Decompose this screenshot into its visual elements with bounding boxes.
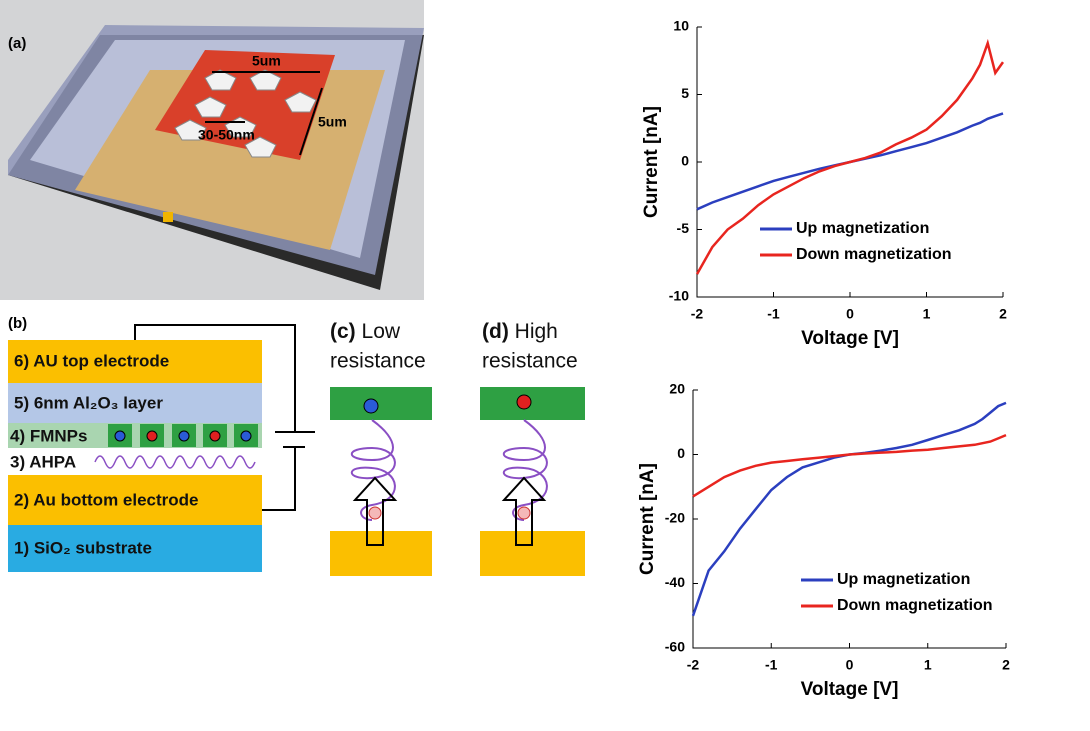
y-tick-label: 0: [681, 153, 689, 169]
x-tick-label: -2: [687, 657, 700, 673]
spin-arrow: [352, 476, 398, 546]
circuit: [134, 324, 315, 511]
nanoparticle-layer: [480, 387, 585, 420]
layer-label: 5) 6nm Al₂O₃ layer: [14, 393, 163, 412]
x-axis-label: Voltage [V]: [801, 328, 899, 349]
dim-line: [299, 87, 323, 156]
chiral-molecule: [503, 419, 548, 521]
electrode: [330, 531, 432, 576]
panel-label: (c): [330, 320, 356, 343]
x-tick-label: 1: [923, 306, 931, 322]
spin: [516, 394, 532, 410]
panel-label: (d): [482, 320, 509, 343]
x-axis-label: Voltage [V]: [801, 679, 899, 700]
panel-b: (b) 6) AU top electrode 5) 6nm Al₂O₃ lay…: [8, 315, 315, 572]
legend-label: Down magnetization: [837, 597, 993, 614]
legend-label: Up magnetization: [837, 571, 970, 588]
x-tick-label: 1: [924, 657, 932, 673]
dim-label: 5um: [252, 53, 281, 69]
electron: [368, 506, 382, 520]
panel-a: (a) 5um 5um 30-50nm: [0, 0, 424, 300]
spin: [363, 398, 379, 414]
panel-title-line: resistance: [482, 350, 578, 373]
x-tick-label: 2: [1002, 657, 1010, 673]
data-line: [692, 433, 1007, 498]
layer: [8, 340, 262, 383]
x-tick-label: 0: [846, 657, 854, 673]
spin-arrow: [501, 476, 547, 546]
y-tick-label: -10: [669, 288, 689, 304]
y-tick-label: 10: [673, 18, 689, 34]
nanoparticle-layer: [330, 387, 432, 420]
panel-title-line: Low: [362, 320, 401, 343]
contact-pad: [163, 212, 173, 222]
y-tick-label: 5: [681, 85, 689, 101]
panel-title: (c) Low: [330, 320, 401, 343]
nanoparticles: [174, 69, 317, 158]
y-tick-label: -5: [677, 220, 690, 236]
layer: [8, 475, 262, 525]
layer-label: 1) SiO₂ substrate: [14, 538, 152, 557]
layer-label: 4) FMNPs: [10, 426, 87, 445]
dim-label: 30-50nm: [198, 127, 255, 143]
layer-label: 2) Au bottom electrode: [14, 490, 199, 509]
layer: [8, 383, 262, 423]
nanoparticles: [108, 424, 258, 447]
panel-title: (d) High: [482, 320, 558, 343]
x-tick-label: -1: [767, 306, 780, 322]
layer: [8, 525, 262, 572]
chiral-molecule: [351, 419, 396, 521]
y-tick-label: -60: [665, 639, 685, 655]
legend-label: Down magnetization: [796, 246, 952, 263]
molecules: [94, 455, 256, 469]
data-line: [695, 38, 1005, 275]
electron: [517, 506, 531, 520]
y-tick-label: -20: [665, 510, 685, 526]
panel-title-line: resistance: [330, 350, 426, 373]
layer-label: 3) AHPA: [10, 452, 76, 471]
layer-label: 6) AU top electrode: [14, 351, 169, 370]
y-axis-label: Current [nA]: [641, 106, 662, 218]
panel-label: (b): [8, 315, 27, 332]
panel-d: (d) High resistance: [480, 320, 585, 576]
x-tick-label: -1: [765, 657, 778, 673]
dim-label: 5um: [318, 114, 347, 130]
x-tick-label: 2: [999, 306, 1007, 322]
panel-c: (c) Low resistance: [330, 320, 432, 576]
y-tick-label: -40: [665, 574, 685, 590]
panel-title-line: High: [515, 320, 558, 343]
y-axis-label: Current [nA]: [637, 463, 658, 575]
x-tick-label: 0: [846, 306, 854, 322]
x-tick-label: -2: [691, 306, 704, 322]
y-tick-label: 20: [669, 381, 685, 397]
y-tick-label: 0: [677, 445, 685, 461]
panel-label: (a): [8, 35, 26, 52]
legend-label: Up magnetization: [796, 220, 929, 237]
